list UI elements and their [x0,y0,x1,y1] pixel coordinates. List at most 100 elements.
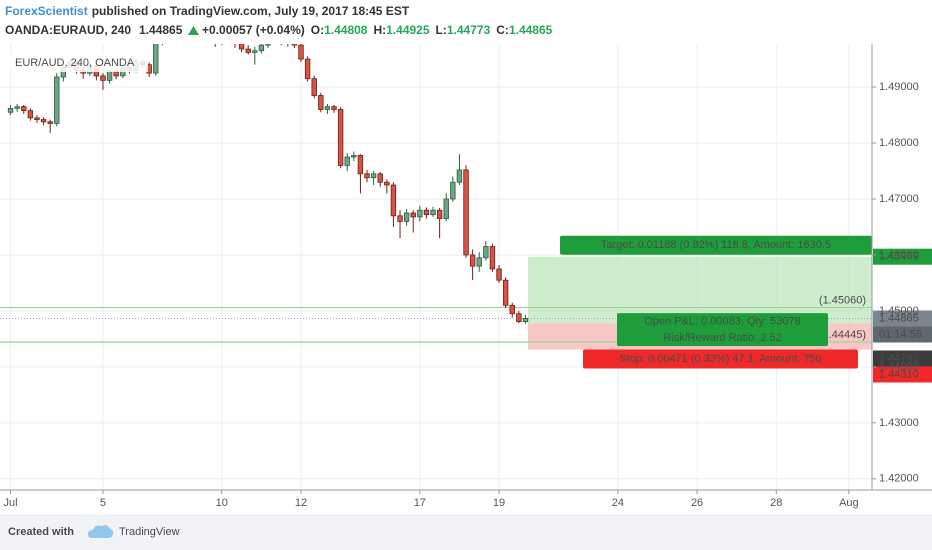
candle-body [311,78,317,96]
watermark-bg [8,54,148,72]
candle-body [265,44,271,46]
x-tick-label: Jul [4,497,18,509]
price-label: 1.44781 [879,352,919,364]
ohlc-line: +0.00057 (+0.04%) O:1.44808 H:1.44925 L:1.4… [202,23,553,37]
candle-body [443,198,449,219]
pnl-box [617,313,828,347]
candle-body [502,279,509,306]
candle-body [469,254,476,267]
candle-body [496,268,502,281]
candle-body [483,246,489,259]
labels: Target: 0.01188 (0.82%) 118.8, Amount: 1… [560,235,932,383]
candle-body [476,257,482,267]
change: +0.00057 (+0.04%) [202,23,305,37]
ohlc-label: L: [436,23,447,37]
candle-body [423,209,430,216]
y-tick-label: 1.49000 [879,81,919,93]
candle-body [27,110,34,119]
x-tick-label: Aug [839,497,859,509]
candle-body [456,169,463,183]
candle-body [7,107,14,113]
candle-body [47,121,53,124]
symbol: OANDA:EURAUD, 240 [5,23,131,37]
candle-body [318,95,324,110]
candle-body [364,173,370,179]
ohlc-label: C: [496,23,509,37]
countdown-box [873,326,932,343]
last-price: 1.44865 [139,23,183,37]
ohlc-label: O: [311,23,324,37]
candle-body [436,209,443,219]
ohlc-value: 1.44808 [324,23,368,37]
price-label-box [873,310,932,327]
candle-body [153,44,159,74]
candle-body [377,173,383,183]
candle-body [463,169,469,256]
candle-body [324,106,331,110]
candle-body [113,71,119,77]
symbol-line: OANDA:EURAUD, 240 1.44865 [5,23,183,37]
candle-body [245,48,251,53]
x-tick-label: 5 [100,497,106,509]
price-label-box [873,350,932,367]
level-label: (1.44445) [819,329,866,341]
ohlc-value: 1.44773 [447,23,491,37]
up-arrow [188,26,199,35]
candle-body [337,109,344,166]
candle-body [370,173,377,179]
candle-body [450,181,456,200]
price-label: 1.45969 [879,251,919,263]
x-tick-label: 28 [770,497,782,509]
candle-body [21,106,27,111]
y-tick-label: 1.44000 [879,361,919,373]
price-label: 1.44310 [879,368,919,380]
footer-bg [0,514,932,550]
y-tick-label: 1.45000 [879,305,919,317]
price-label-box [873,366,932,383]
created-with: Created with [8,526,74,538]
stop-text: Stop: 0.00471 (0.33%) 47.1, Amount: 750 [619,353,821,365]
y-tick-label: 1.42000 [879,473,919,485]
candle-body [344,156,350,166]
stop-box [583,349,858,369]
published: published on TradingView.com, July 19, 2… [92,4,410,18]
y-tick-label: 1.48000 [879,137,919,149]
brand[interactable]: TradingView [119,526,180,538]
candle-body [252,50,258,53]
candle-body [357,154,364,175]
x-tick-label: 24 [612,497,624,509]
candle-body [298,44,304,60]
x-tick-label: 17 [414,497,426,509]
countdown: 01:14:58 [879,328,922,340]
ohlc-label: H: [373,23,386,37]
candle-body [54,76,60,124]
tv-logo[interactable] [88,525,114,538]
x-tick-label: 10 [216,497,228,509]
candle-body [106,71,113,81]
candle-body [291,44,298,46]
ohlc-value: 1.44925 [386,23,430,37]
candle-body [34,117,40,120]
header-line: ForexScientist published on TradingView.c… [5,4,410,18]
price-label: 1.44865 [879,312,919,324]
author[interactable]: ForexScientist [5,4,88,18]
candle-body [390,184,397,217]
candle-body [430,209,436,216]
candle-body [403,212,410,222]
x-tick-label: 26 [691,497,703,509]
candle-body [14,106,20,109]
candles [7,44,529,324]
candle-body [516,313,522,322]
y-tick-label: 1.46000 [879,249,919,261]
x-tick-label: 19 [493,497,505,509]
candle-body [351,154,357,158]
x-tick-label: 12 [295,497,307,509]
candle-body [397,215,403,222]
candle-body [258,44,265,52]
pnl-text: Risk/Reward Ratio: 2.52 [663,332,782,344]
candle-body [509,304,515,315]
y-tick-label: 1.47000 [879,193,919,205]
candle-body [522,318,529,323]
watermark: EUR/AUD, 240, OANDA [15,57,135,69]
